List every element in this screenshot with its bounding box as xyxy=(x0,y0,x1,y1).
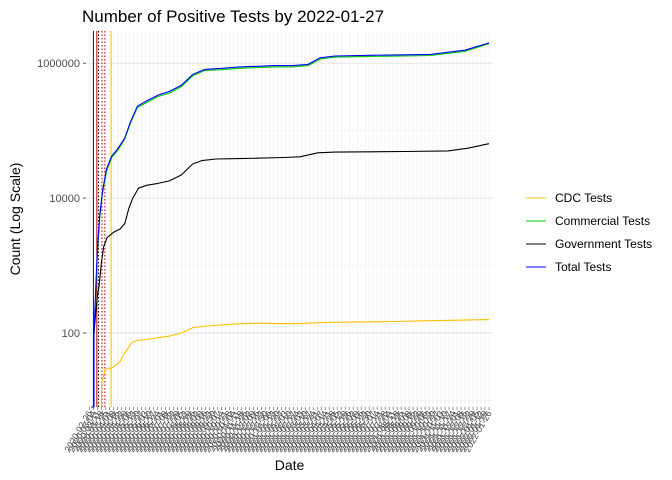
series-lines xyxy=(91,42,490,408)
y-tick-label: 100 xyxy=(62,328,80,340)
y-axis: 100 10000 1000000 xyxy=(37,58,86,340)
chart-title: Number of Positive Tests by 2022-01-27 xyxy=(82,7,384,26)
grid xyxy=(86,31,493,407)
y-axis-title: Count (Log Scale) xyxy=(7,163,23,276)
series-line xyxy=(100,319,490,407)
legend: CDC Tests Commercial Tests Government Test… xyxy=(526,191,652,274)
legend-label: Total Tests xyxy=(555,260,611,274)
legend-label: CDC Tests xyxy=(555,191,612,205)
event-lines xyxy=(92,31,112,407)
y-tick-label: 1000000 xyxy=(37,58,80,70)
series-line xyxy=(93,143,490,334)
x-axis-title: Date xyxy=(275,457,305,473)
y-tick-label: 10000 xyxy=(49,193,80,205)
legend-label: Government Tests xyxy=(555,237,652,251)
series-line xyxy=(91,42,490,408)
x-axis: 2020-02-262020-03-042020-03-112020-03-18… xyxy=(62,407,494,454)
legend-label: Commercial Tests xyxy=(555,214,650,228)
